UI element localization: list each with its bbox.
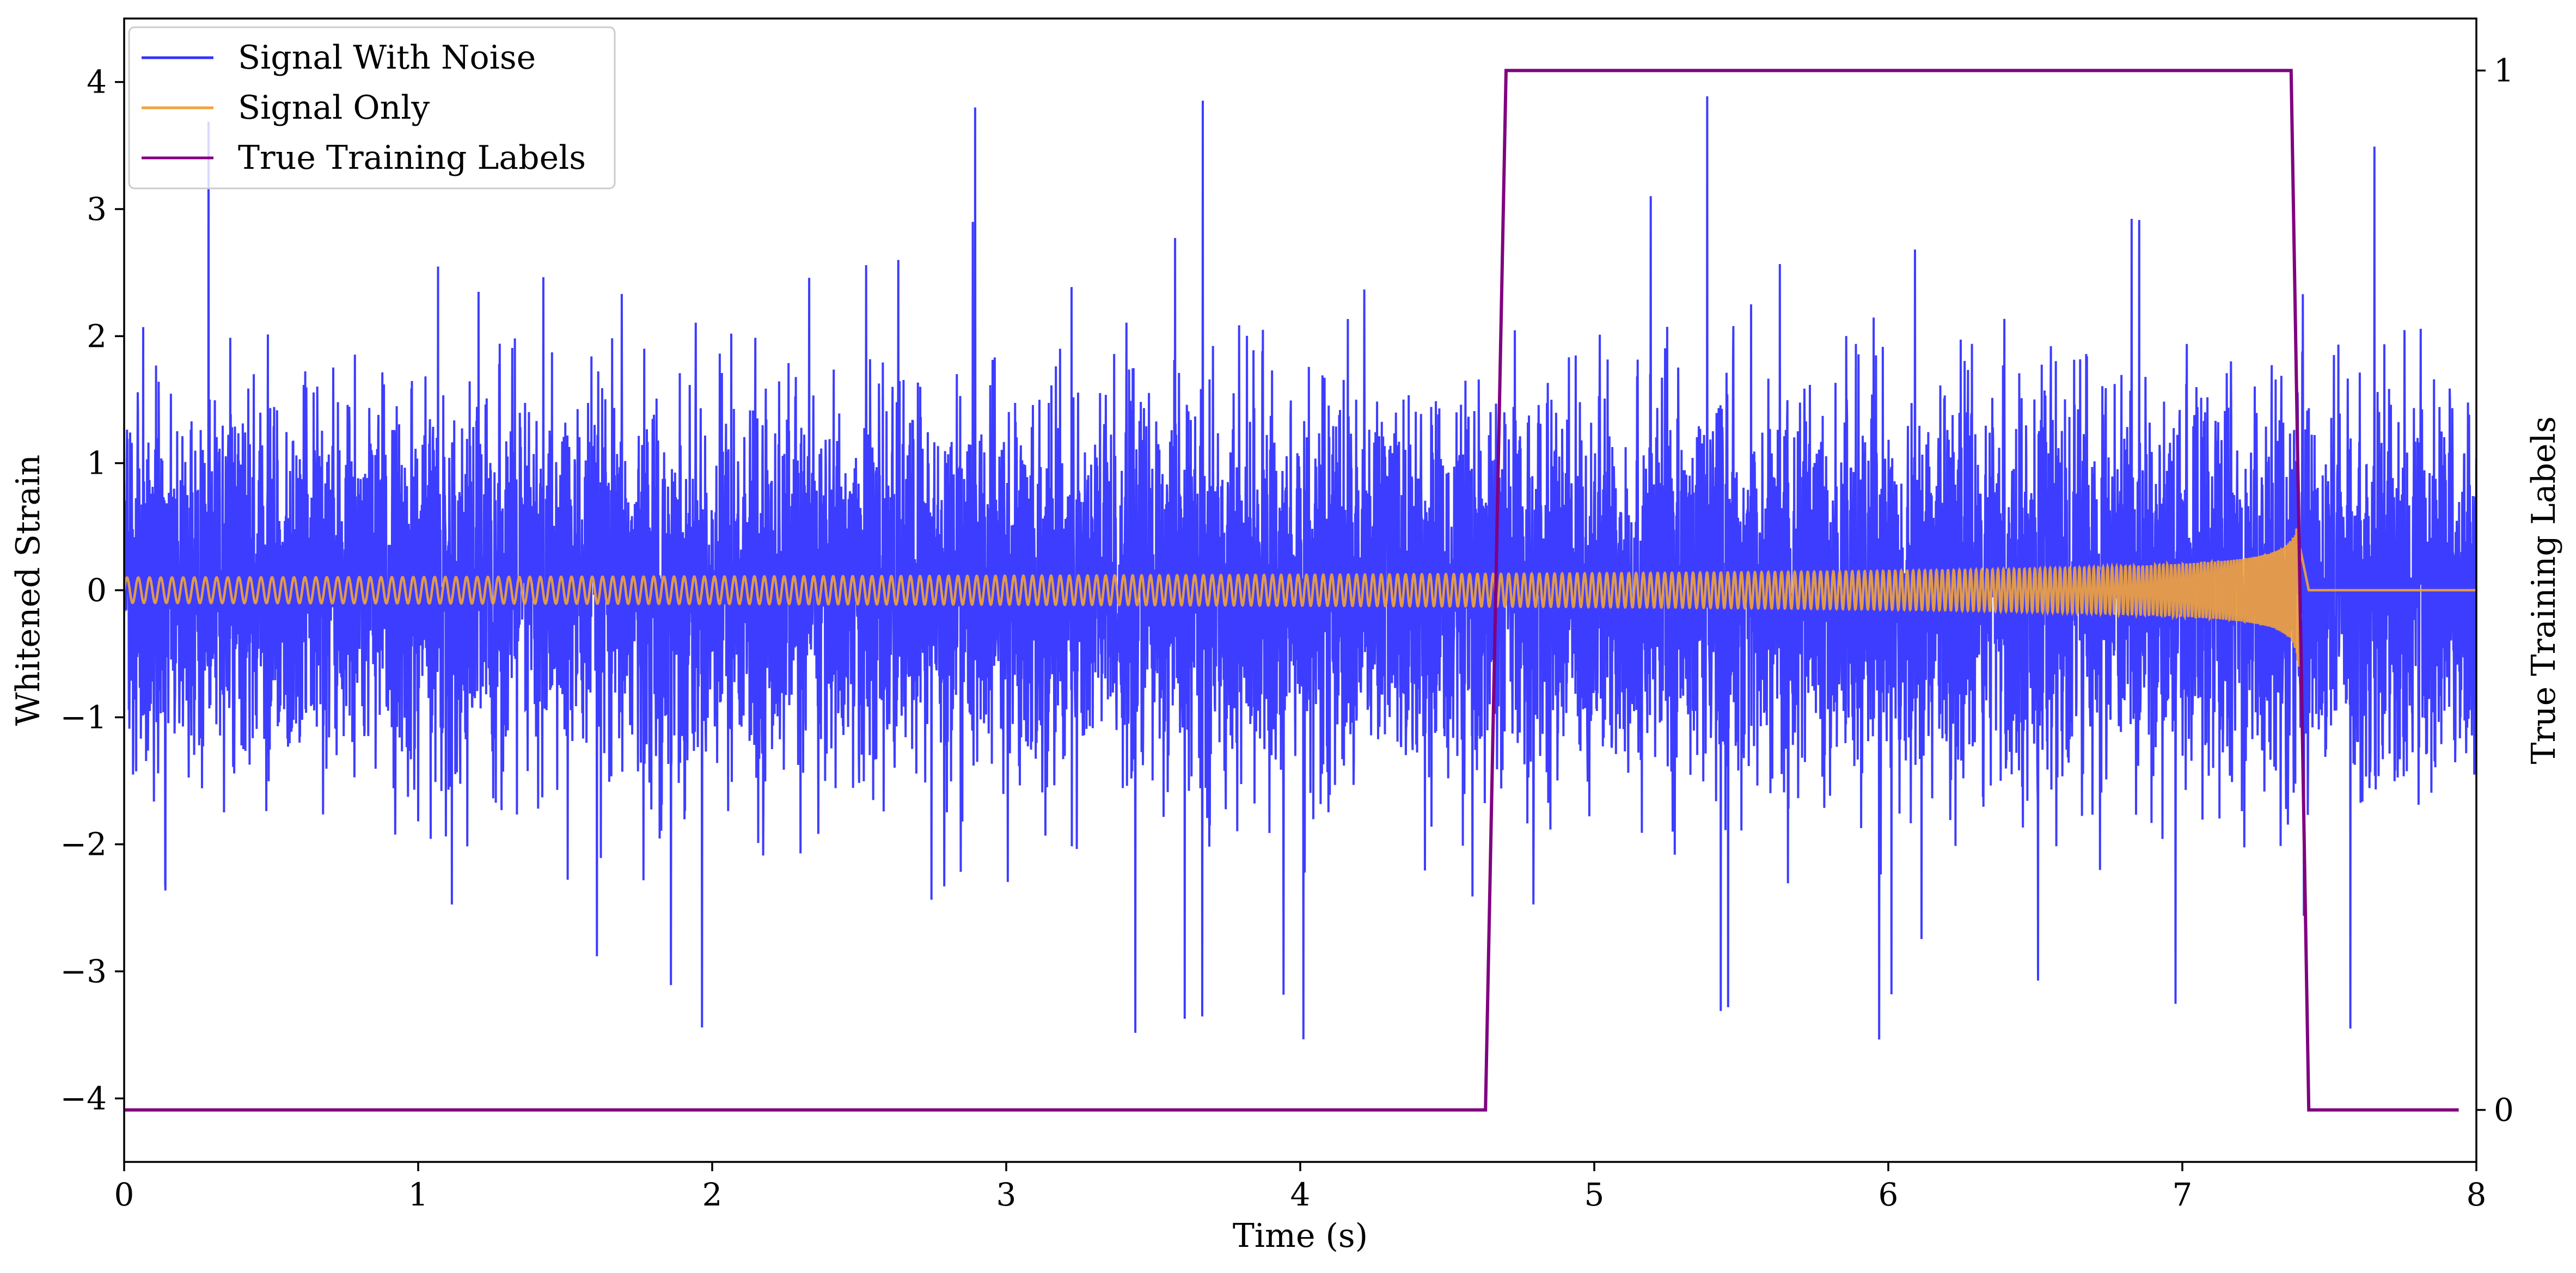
y-tick-label: 2 [87,317,107,354]
axes: 0 1 2 3 4 5 6 7 8 −4 −3 −2 −1 0 1 2 3 4 0 1 [60,17,2514,1213]
x-tick-label: 8 [2467,1176,2487,1213]
y2-tick-label: 0 [2494,1092,2514,1129]
y-axis-title: Whitened Strain [9,455,47,726]
x-tick-label: 3 [996,1176,1017,1213]
y-tick-label: 4 [87,64,107,101]
legend-label-signal-with-noise: Signal With Noise [238,39,536,77]
y-tick-label: 3 [87,191,107,228]
x-tick-label: 4 [1290,1176,1311,1213]
y2-tick-label: 1 [2494,52,2514,89]
legend-label-true-training-labels: True Training Labels [238,139,586,177]
x-tick-label: 6 [1879,1176,1899,1213]
legend: Signal With Noise Signal Only True Train… [128,26,616,189]
series-signal-only [124,528,2476,667]
y-tick-label: −2 [60,826,107,863]
series-true-training-labels [124,69,2459,1112]
x-tick-label: 0 [114,1176,134,1213]
y-tick-label: −3 [60,953,107,990]
x-tick-label: 5 [1584,1176,1605,1213]
x-tick-label: 7 [2173,1176,2193,1213]
y-tick-label: −1 [60,699,107,736]
x-tick-label: 1 [408,1176,429,1213]
x-tick-label: 2 [702,1176,723,1213]
plot-area [124,69,2476,1112]
y-tick-label: 1 [87,445,107,482]
legend-label-signal-only: Signal Only [238,89,430,127]
y2-axis-title: True Training Labels [2525,416,2563,764]
y-tick-label: 0 [87,572,107,609]
series-signal-with-noise [124,96,2476,1040]
y-tick-label: −4 [60,1080,107,1117]
x-axis-title: Time (s) [1233,1217,1368,1255]
legend-box [128,26,616,189]
